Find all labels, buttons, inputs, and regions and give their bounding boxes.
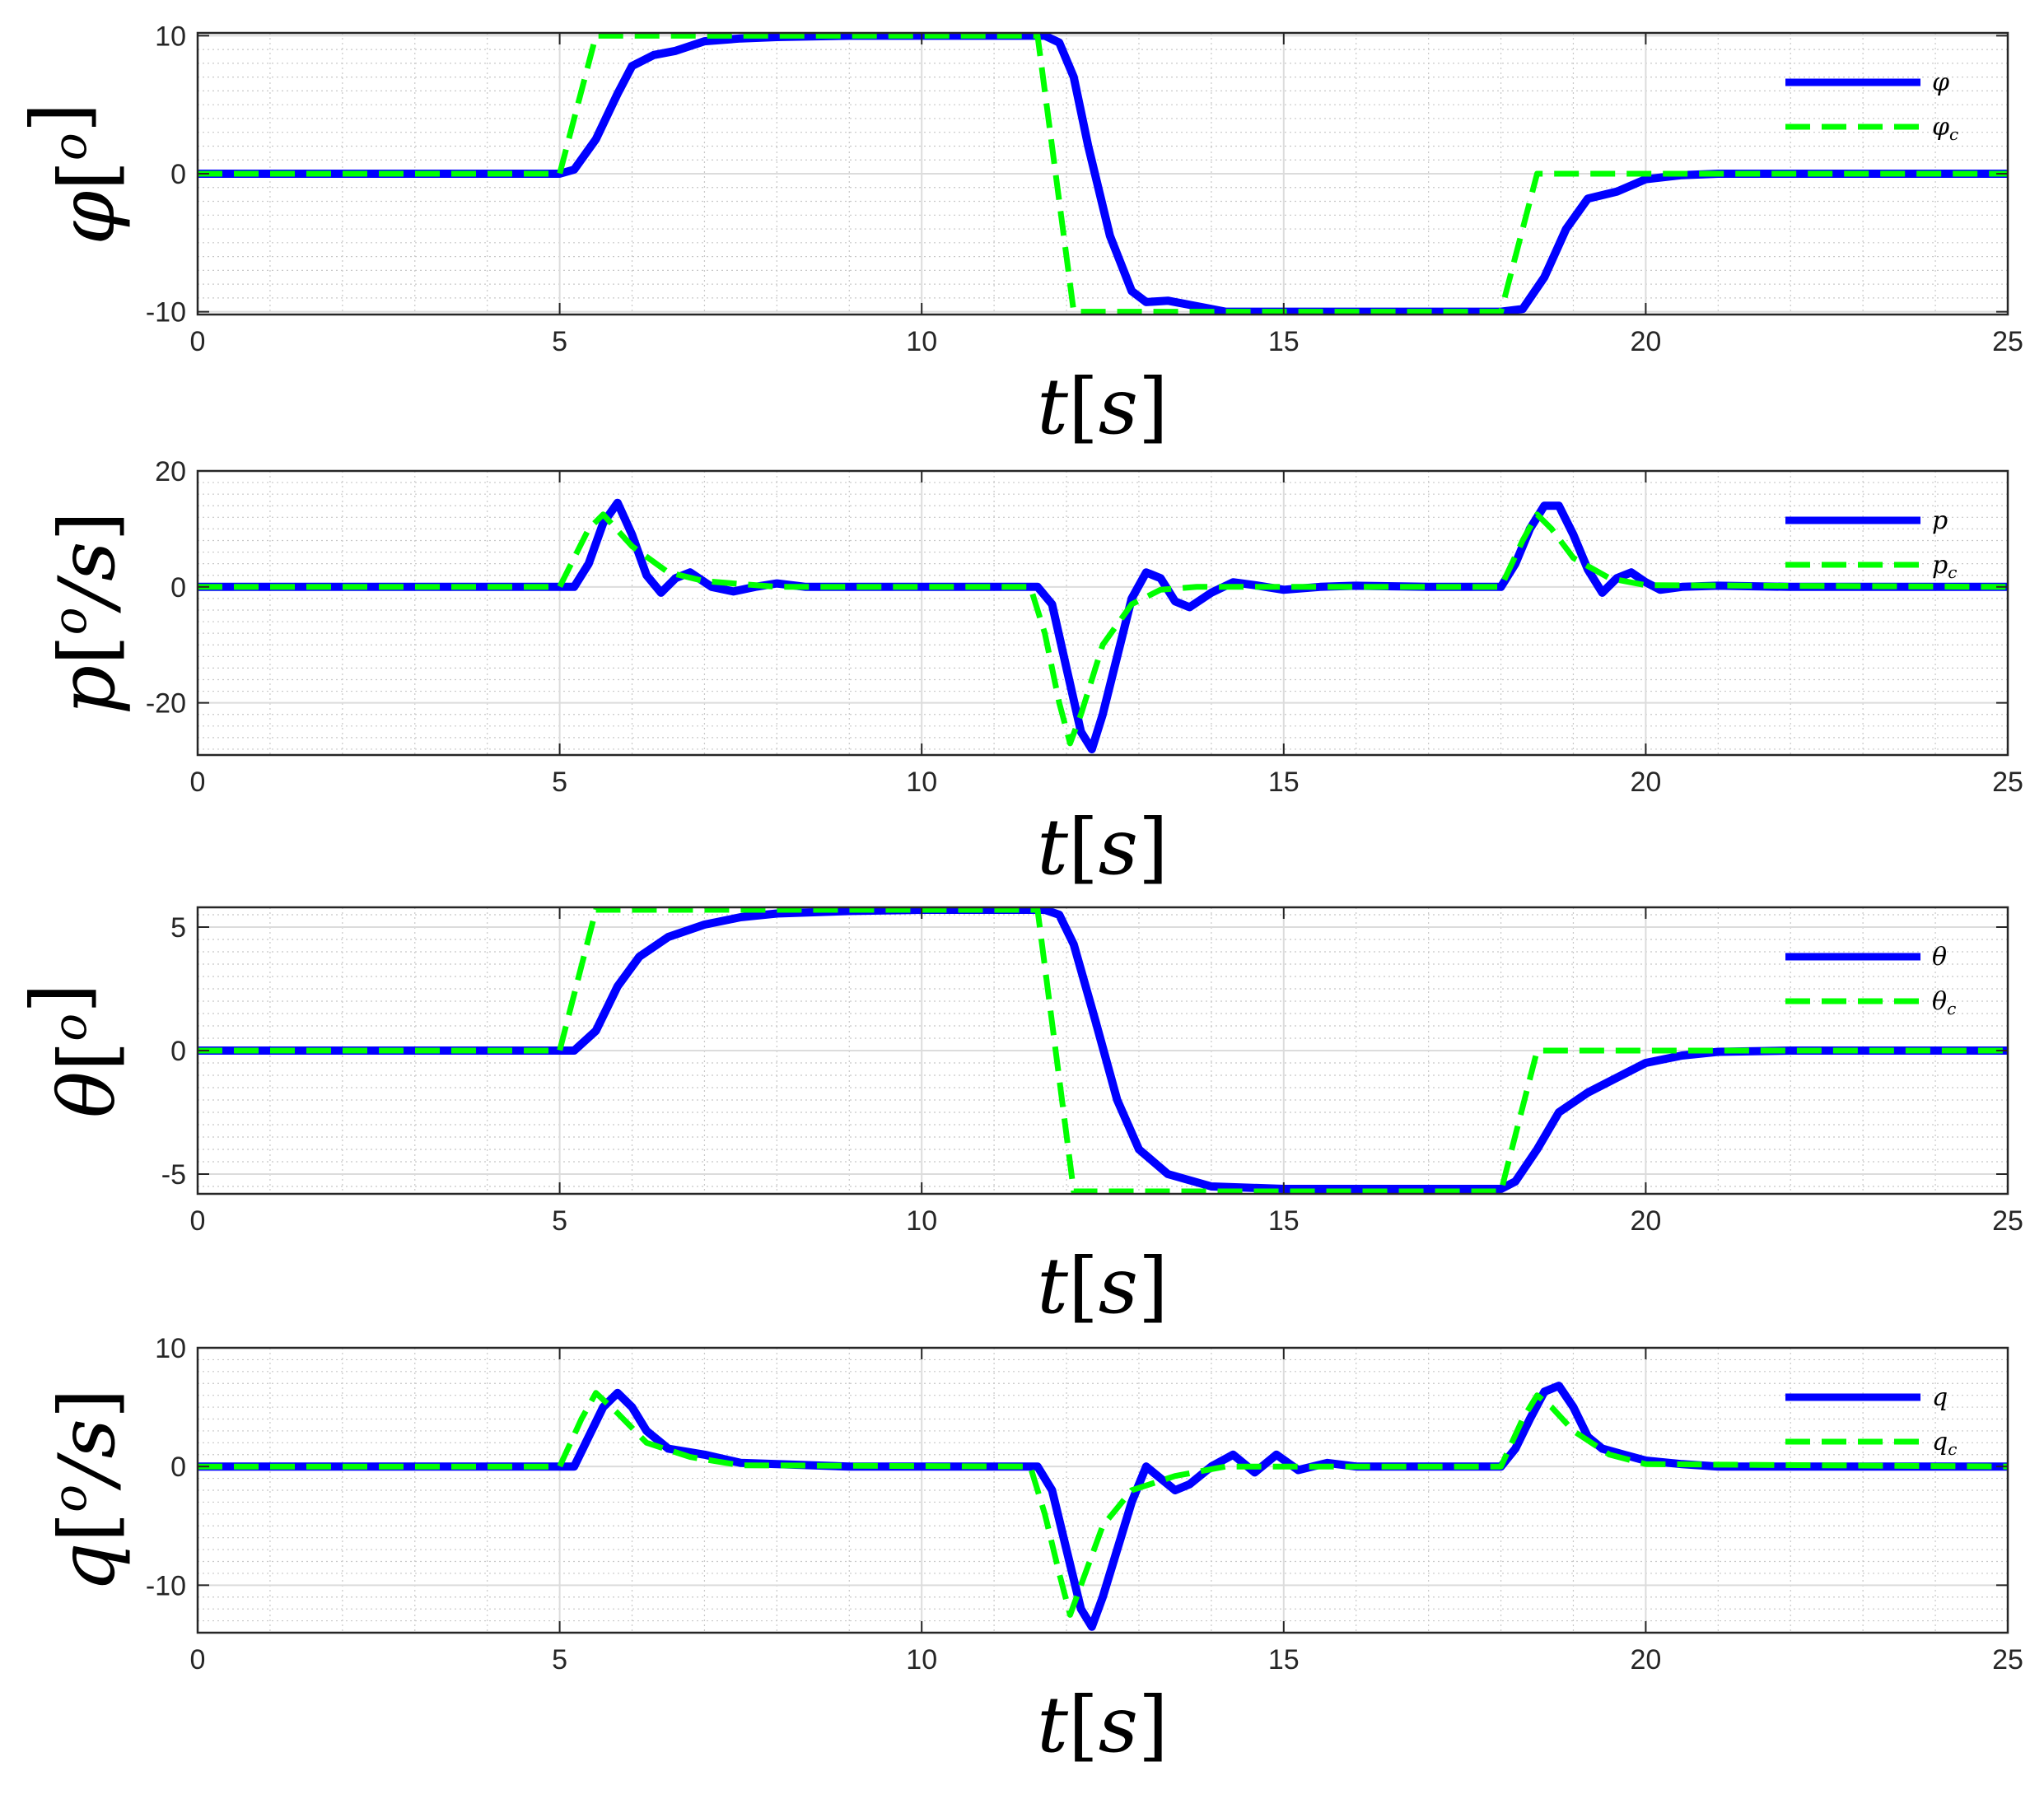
- y-tick-label: 0: [170, 1452, 186, 1483]
- x-tick-label: 10: [906, 767, 937, 798]
- y-tick-label: 0: [170, 572, 186, 604]
- x-tick-label: 15: [1268, 767, 1300, 798]
- x-tick-label: 15: [1268, 1644, 1300, 1675]
- y-tick-label: -10: [146, 297, 186, 329]
- x-tick-label: 15: [1268, 326, 1300, 357]
- y-tick-label: -20: [146, 688, 186, 720]
- x-tick-label: 25: [1992, 767, 2023, 798]
- y-tick-label: -5: [161, 1159, 186, 1191]
- legend-label: θc: [1932, 987, 1956, 1018]
- legend: φ φc: [1785, 68, 1958, 144]
- x-tick-label: 5: [552, 326, 567, 357]
- x-tick-label: 0: [190, 326, 206, 357]
- x-tick-label: 20: [1630, 767, 1661, 798]
- series-line-q-command: [198, 1390, 2008, 1618]
- y-tick-label: -10: [146, 1570, 186, 1601]
- x-axis-label: t[s]: [1037, 1680, 1168, 1770]
- y-tick-label: 20: [155, 456, 186, 487]
- series-line-theta-command: [198, 907, 2008, 1194]
- axes-box: [196, 1346, 2009, 1634]
- x-axis-label: t[s]: [1037, 1242, 1168, 1331]
- x-tick-label: 5: [552, 1644, 567, 1675]
- minor-grid: [198, 471, 2008, 755]
- legend: θ θc: [1785, 943, 1956, 1018]
- legend-label: qc: [1932, 1428, 1957, 1459]
- legend: p pc: [1785, 506, 1957, 582]
- legend-label: φ: [1932, 68, 1949, 97]
- y-axis-label: φ[o]: [15, 103, 133, 245]
- x-tick-label: 0: [190, 1205, 206, 1237]
- y-tick-label: 0: [170, 159, 186, 190]
- legend-label: φc: [1932, 113, 1958, 144]
- x-tick-label: 0: [190, 1644, 206, 1675]
- x-axis-label: t[s]: [1037, 803, 1168, 893]
- x-tick-label: 25: [1992, 1644, 2023, 1675]
- x-tick-label: 20: [1630, 1644, 1661, 1675]
- x-tick-label: 0: [190, 767, 206, 798]
- panel-p: 0 5 10 15 20 25 -20 0 20 t[s] p[o/s] p pc: [43, 456, 2023, 893]
- x-tick-label: 5: [552, 1205, 567, 1237]
- y-axis-label: p[o/s]: [43, 511, 133, 715]
- x-tick-label: 5: [552, 767, 567, 798]
- series-line-p-command: [198, 511, 2008, 747]
- x-tick-label: 10: [906, 326, 937, 357]
- series-line-theta-actual: [198, 907, 2008, 1193]
- x-tick-label: 10: [906, 1644, 937, 1675]
- series-line-phi-actual: [198, 33, 2008, 315]
- series-line-phi-command: [198, 33, 2008, 315]
- y-axis-label: q[o/s]: [43, 1388, 133, 1592]
- legend-label: q: [1932, 1383, 1948, 1412]
- y-tick-label: 10: [155, 21, 186, 52]
- y-tick-label: 10: [155, 1333, 186, 1364]
- legend-label: pc: [1932, 551, 1957, 582]
- y-tick-label: 0: [170, 1036, 186, 1067]
- x-tick-label: 20: [1630, 1205, 1661, 1237]
- x-tick-label: 25: [1992, 1205, 2023, 1237]
- panel-q: 0 5 10 15 20 25 -10 0 10 t[s] q[o/s] q qc: [43, 1333, 2023, 1770]
- legend-label: θ: [1932, 943, 1947, 972]
- x-tick-label: 20: [1630, 326, 1661, 357]
- x-tick-label: 10: [906, 1205, 937, 1237]
- legend-label: p: [1932, 506, 1948, 535]
- x-axis-label: t[s]: [1037, 362, 1168, 452]
- legend: q qc: [1785, 1383, 1957, 1459]
- y-axis-label: θ[o]: [15, 983, 133, 1118]
- minor-grid: [198, 33, 2008, 315]
- axes-box: [196, 469, 2009, 757]
- series-line-q-actual: [198, 1382, 2008, 1631]
- x-tick-label: 15: [1268, 1205, 1300, 1237]
- y-tick-label: 5: [170, 912, 186, 944]
- x-tick-label: 25: [1992, 326, 2023, 357]
